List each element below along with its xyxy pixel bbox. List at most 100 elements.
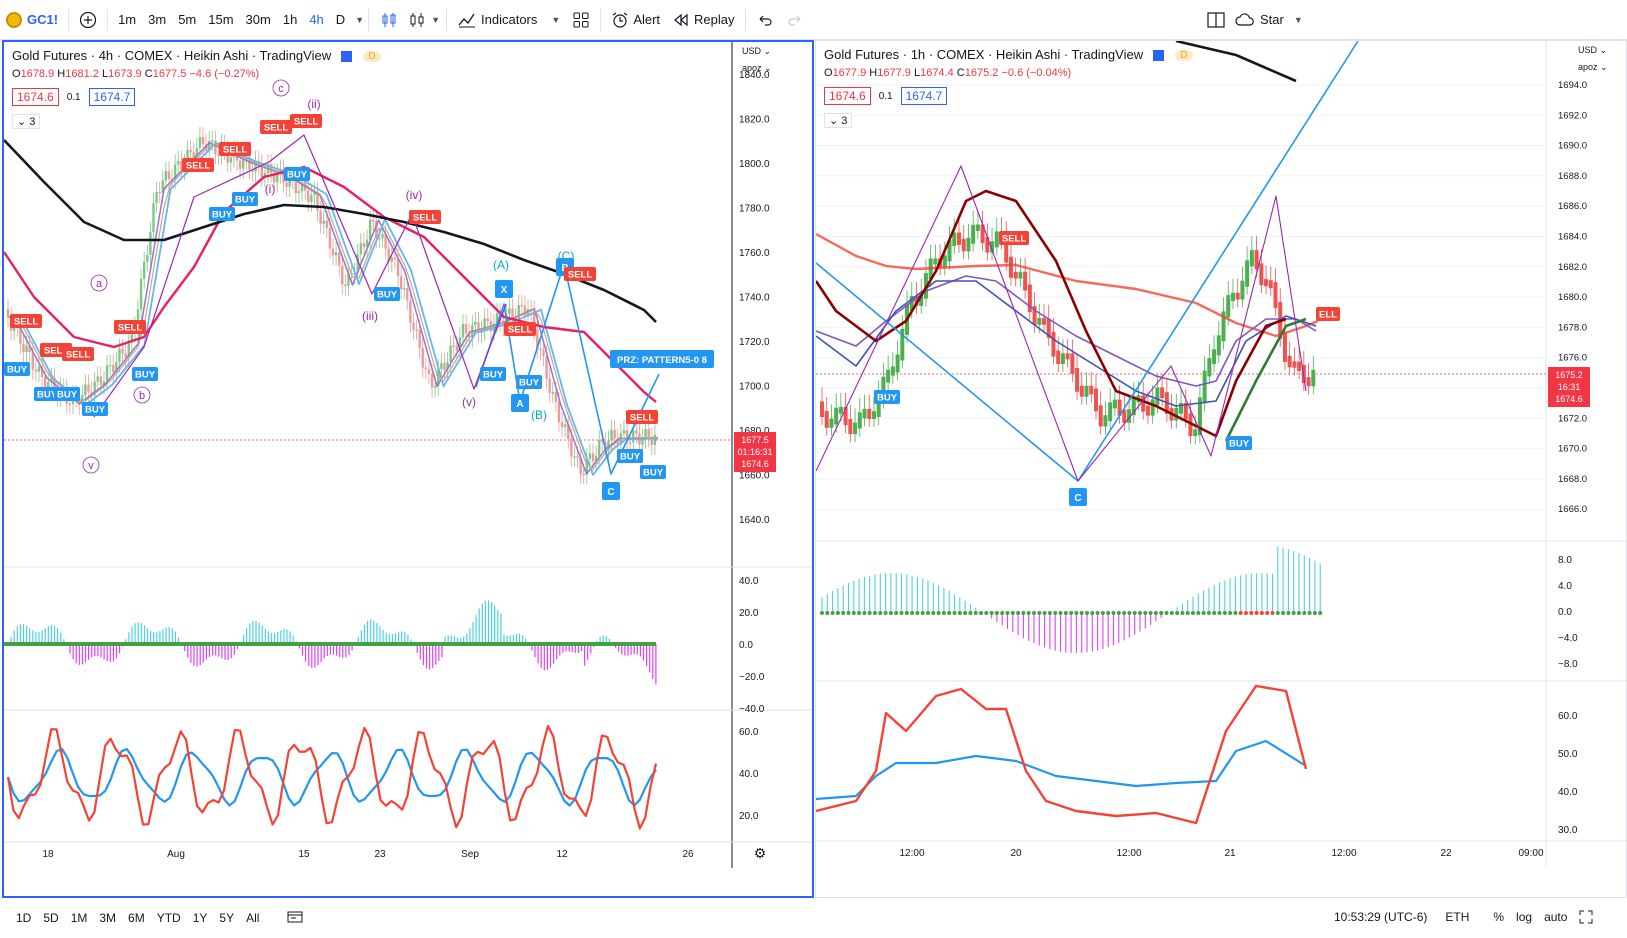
date-range-5d[interactable]: 5D [43, 911, 59, 925]
candle-body [1042, 318, 1047, 325]
scale-mode-label: apoz [1578, 62, 1598, 72]
templates-button[interactable] [566, 0, 596, 40]
currency-selector[interactable]: USD ⌄ [742, 46, 772, 56]
candle-body [1216, 335, 1221, 356]
chevron-down-icon: ▼ [431, 14, 441, 25]
candle-body [167, 171, 171, 180]
auto-scale-button[interactable]: auto [1544, 909, 1568, 924]
layout-button[interactable] [1200, 0, 1232, 40]
replay-button[interactable]: Replay [666, 0, 740, 40]
time-tick: 23 [374, 849, 386, 860]
date-range-ytd[interactable]: YTD [156, 911, 181, 925]
date-range-all[interactable]: All [246, 911, 260, 925]
candle-body [430, 373, 434, 388]
candle-body [834, 407, 839, 425]
ask-button[interactable]: 1674.7 [900, 87, 948, 105]
candle-body [288, 176, 291, 187]
date-range-5y[interactable]: 5Y [219, 911, 235, 925]
timeframe-4h[interactable]: 4h [309, 12, 324, 27]
data-delay-badge[interactable]: D [363, 51, 381, 63]
right-chart-canvas[interactable]: 1694.0 1692.0 1690.0 1688.0 1686.0 1684.0 1682… [816, 41, 1626, 897]
timeframe-1m[interactable]: 1m [118, 12, 137, 27]
zero-line-dot [1217, 611, 1222, 615]
chevron-down-icon[interactable]: ▼ [355, 14, 365, 25]
pattern-point-label: C [607, 487, 614, 498]
timeframe-d[interactable]: D [335, 12, 346, 27]
timeframe-30m[interactable]: 30m [245, 12, 271, 27]
bid-button[interactable]: 1674.6 [824, 87, 871, 105]
alert-button[interactable]: Alert [605, 0, 666, 40]
session-button[interactable]: ETH [1445, 909, 1470, 924]
redo-button[interactable] [780, 0, 810, 40]
cloud-save-button[interactable]: Star ▼ [1228, 0, 1309, 40]
currency-selector[interactable]: USD ⌄ [1578, 45, 1608, 55]
data-delay-badge[interactable]: D [1175, 50, 1193, 62]
buy-signal-label-bg [132, 367, 158, 381]
sell-signal-label: SELL [1002, 234, 1026, 245]
candle-body [579, 457, 582, 474]
buy-signal-label: BUY [85, 405, 106, 416]
candle-body [409, 300, 412, 323]
bid-button[interactable]: 1674.6 [12, 88, 59, 106]
timezone-clock[interactable]: 10:53:29 (UTC-6) [1334, 909, 1428, 924]
ask-button[interactable]: 1674.7 [88, 88, 136, 106]
scale-mode-selector[interactable]: apoz ⌄ [1578, 62, 1608, 72]
zero-line-dot [1286, 611, 1291, 615]
zero-line-dot [1037, 611, 1042, 615]
zero-line-dot [915, 611, 920, 615]
bar-style-button[interactable]: ▼ [405, 0, 442, 40]
ohlc-values: O1677.9 H1677.9 L1674.4 C1675.2 −0.6 (−0… [824, 67, 1071, 79]
timeframe-3m[interactable]: 3m [148, 12, 167, 27]
chart-type-button[interactable] [373, 0, 405, 40]
wave-label: (v) [462, 395, 476, 409]
scale-mode-selector[interactable]: apoz ⌄ [742, 63, 772, 73]
indicators-toggle[interactable]: ⌄ 3 [12, 114, 41, 129]
time-tick: 12:00 [1116, 848, 1141, 859]
indicators-toggle[interactable]: ⌄ 3 [824, 113, 853, 128]
symbol-search[interactable]: GC1! [0, 0, 64, 40]
timeframe-5m[interactable]: 5m [178, 12, 197, 27]
candle-body [446, 362, 449, 370]
date-range-1y[interactable]: 1Y [192, 911, 208, 925]
buy-signal-label: BUY [483, 370, 504, 381]
buy-signal-label-bg [1226, 436, 1252, 450]
timeframe-1h[interactable]: 1h [282, 12, 298, 27]
candle-body [412, 322, 415, 330]
left-chart-panel[interactable]: 1840.0 1820.0 1800.0 1780.0 1760.0 1740.0 1720… [2, 40, 814, 898]
left-chart-legend: Gold Futures · 4h · COMEX · Heikin Ashi … [12, 48, 381, 63]
percent-scale-button[interactable]: % [1493, 909, 1505, 924]
timeframe-15m[interactable]: 15m [208, 12, 234, 27]
log-scale-button[interactable]: log [1516, 909, 1533, 924]
chevron-down-icon: ⌄ [17, 116, 27, 128]
chart-title: Gold Futures · 1h · COMEX · Heikin Ashi … [824, 47, 1144, 62]
alarm-clock-icon [612, 12, 628, 28]
open-label: O [824, 67, 833, 79]
candle-body [195, 147, 199, 160]
date-range-3m[interactable]: 3M [99, 911, 117, 925]
right-chart-panel[interactable]: 1694.0 1692.0 1690.0 1688.0 1686.0 1684.0 1682… [815, 40, 1627, 898]
flag-icon[interactable] [340, 51, 352, 63]
date-range-1m[interactable]: 1M [70, 911, 88, 925]
candle-body [990, 241, 995, 253]
date-range-picker[interactable] [281, 910, 309, 927]
undo-button[interactable] [750, 0, 780, 40]
indicators-button[interactable]: Indicators ▼ [451, 0, 566, 40]
fullscreen-button[interactable] [1573, 910, 1599, 927]
date-range-6m[interactable]: 6M [128, 911, 145, 925]
candle-body [31, 352, 34, 370]
candle-body [99, 376, 103, 386]
candle-body [942, 255, 947, 268]
candle-body [625, 430, 629, 443]
candle-body [1023, 271, 1028, 291]
change-value: −4.6 (−0.27%) [189, 68, 260, 80]
zero-line-dot [947, 611, 952, 615]
compare-add-button[interactable] [73, 0, 103, 40]
candle-body [511, 308, 514, 319]
left-chart-canvas[interactable]: 1840.01820.01800.01780.01760.01740.01720… [4, 42, 812, 896]
date-range-1d[interactable]: 1D [16, 911, 32, 925]
close-label: C [144, 68, 153, 80]
candle-body [1254, 250, 1259, 270]
zero-line-dot [1079, 611, 1084, 615]
zero-line-dot [1010, 611, 1015, 615]
flag-icon[interactable] [1152, 50, 1164, 62]
